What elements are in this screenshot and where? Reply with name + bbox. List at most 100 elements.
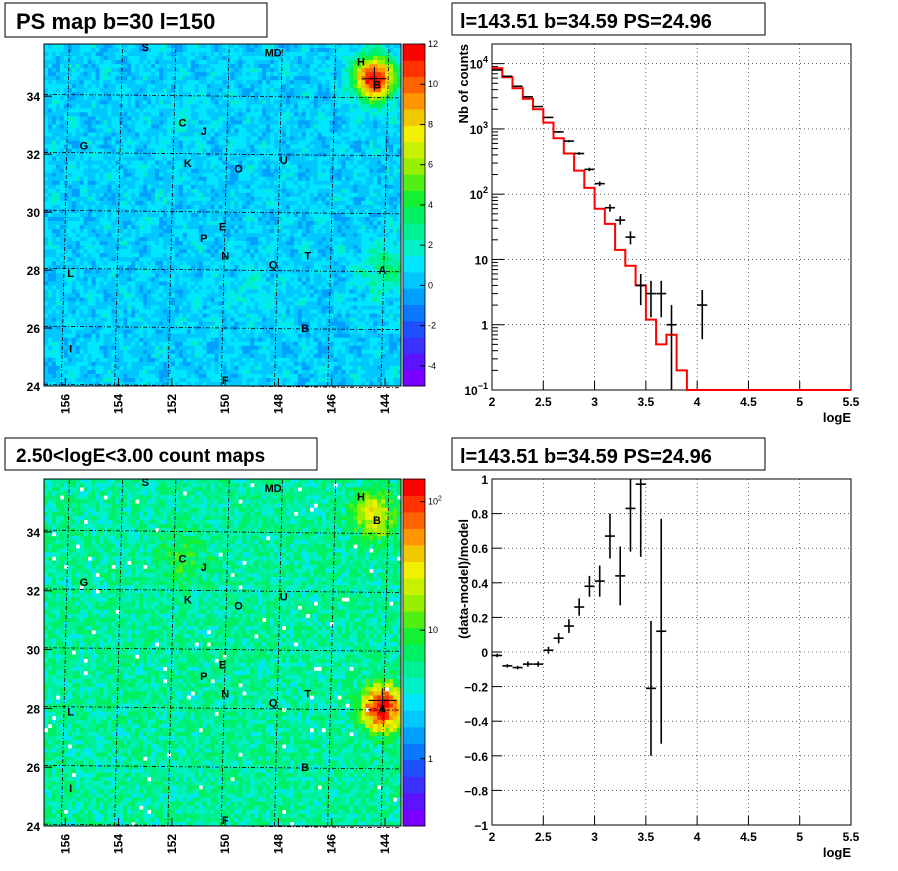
heatmap-cell — [115, 144, 120, 149]
heatmap-cell — [202, 56, 207, 61]
heatmap-cell — [59, 136, 65, 141]
heatmap-cell — [166, 265, 172, 270]
heatmap-cell — [289, 64, 295, 69]
heatmap-cell — [139, 245, 144, 250]
heatmap-cell — [365, 84, 370, 89]
heatmap-cell — [87, 168, 92, 174]
heatmap-cell — [214, 68, 219, 73]
heatmap-cell — [214, 196, 219, 202]
heatmap-cell — [289, 96, 295, 101]
heatmap-cell — [166, 140, 172, 145]
heatmap-cell — [301, 44, 307, 49]
heatmap-cell — [250, 221, 255, 226]
heatmap-cell — [55, 124, 61, 129]
heatmap-cell — [127, 72, 132, 77]
heatmap-cell — [293, 132, 299, 137]
heatmap-cell — [44, 156, 49, 161]
heatmap-cell — [71, 212, 77, 218]
heatmap-cell — [250, 217, 255, 222]
heatmap-cell — [329, 48, 334, 53]
heatmap-cell — [381, 208, 386, 214]
heatmap-cell — [91, 217, 96, 222]
heatmap-cell — [206, 144, 211, 149]
heatmap-cell — [103, 128, 108, 133]
heatmap-cell — [230, 253, 235, 258]
heatmap-cell — [285, 180, 291, 186]
heatmap-cell — [87, 152, 92, 157]
heatmap-cell — [393, 253, 398, 258]
heatmap-cell — [274, 172, 279, 178]
heatmap-cell — [389, 200, 394, 206]
heatmap-cell — [206, 92, 211, 97]
heatmap-cell — [222, 261, 227, 266]
heatmap-cell — [278, 168, 283, 174]
heatmap-cell — [270, 196, 275, 202]
heatmap-cell — [99, 68, 104, 73]
heatmap-cell — [139, 168, 144, 174]
heatmap-cell — [289, 116, 295, 121]
heatmap-cell — [393, 188, 398, 194]
heatmap-cell — [170, 84, 176, 89]
heatmap-cell — [163, 156, 168, 161]
heatmap-cell — [44, 140, 49, 145]
heatmap-cell — [44, 184, 49, 190]
heatmap-cell — [198, 217, 203, 222]
heatmap-cell — [361, 217, 366, 222]
heatmap-cell — [155, 80, 160, 85]
heatmap-cell — [206, 265, 211, 270]
heatmap-cell — [266, 221, 271, 226]
heatmap-cell — [115, 196, 120, 202]
heatmap-cell — [143, 144, 148, 149]
heatmap-cell — [155, 108, 160, 113]
heatmap-cell — [115, 44, 120, 49]
heatmap-cell — [143, 261, 148, 266]
heatmap-cell — [107, 172, 112, 178]
heatmap-cell — [254, 76, 259, 81]
heatmap-cell — [357, 156, 362, 161]
heatmap-cell — [119, 160, 124, 165]
heatmap-cell — [182, 225, 188, 230]
heatmap-cell — [67, 241, 73, 246]
heatmap-cell — [309, 44, 315, 49]
heatmap-cell — [111, 241, 116, 246]
heatmap-cell — [301, 253, 307, 258]
heatmap-cell — [230, 180, 235, 186]
heatmap-cell — [166, 196, 172, 202]
heatmap-cell — [377, 124, 382, 129]
heatmap-cell — [369, 52, 374, 57]
heatmap-cell — [47, 172, 53, 178]
heatmap-cell — [151, 128, 156, 133]
heatmap-cell — [155, 257, 160, 262]
heatmap-cell — [226, 116, 231, 121]
heatmap-cell — [107, 72, 112, 77]
heatmap-cell — [174, 104, 180, 109]
heatmap-cell — [365, 68, 370, 73]
heatmap-cell — [321, 128, 326, 133]
heatmap-cell — [266, 140, 271, 145]
heatmap-cell — [198, 225, 203, 230]
heatmap-cell — [246, 229, 251, 234]
heatmap-cell — [202, 60, 207, 65]
heatmap-cell — [123, 204, 128, 210]
heatmap-cell — [385, 156, 390, 161]
heatmap-cell — [242, 180, 247, 186]
heatmap-cell — [266, 245, 271, 250]
heatmap-cell — [317, 180, 322, 186]
heatmap-cell — [365, 124, 370, 129]
heatmap-cell — [270, 132, 275, 137]
heatmap-cell — [170, 100, 176, 105]
heatmap-cell — [242, 200, 247, 206]
heatmap-cell — [266, 48, 271, 53]
heatmap-cell — [127, 48, 132, 53]
heatmap-cell — [285, 72, 291, 77]
heatmap-cell — [178, 100, 184, 105]
heatmap-cell — [289, 208, 295, 214]
heatmap-cell — [127, 156, 132, 161]
heatmap-cell — [63, 112, 69, 117]
heatmap-cell — [289, 136, 295, 141]
heatmap-cell — [258, 72, 263, 77]
heatmap-cell — [206, 245, 211, 250]
heatmap-cell — [341, 200, 346, 206]
heatmap-cell — [123, 92, 128, 97]
heatmap-cell — [357, 76, 362, 81]
